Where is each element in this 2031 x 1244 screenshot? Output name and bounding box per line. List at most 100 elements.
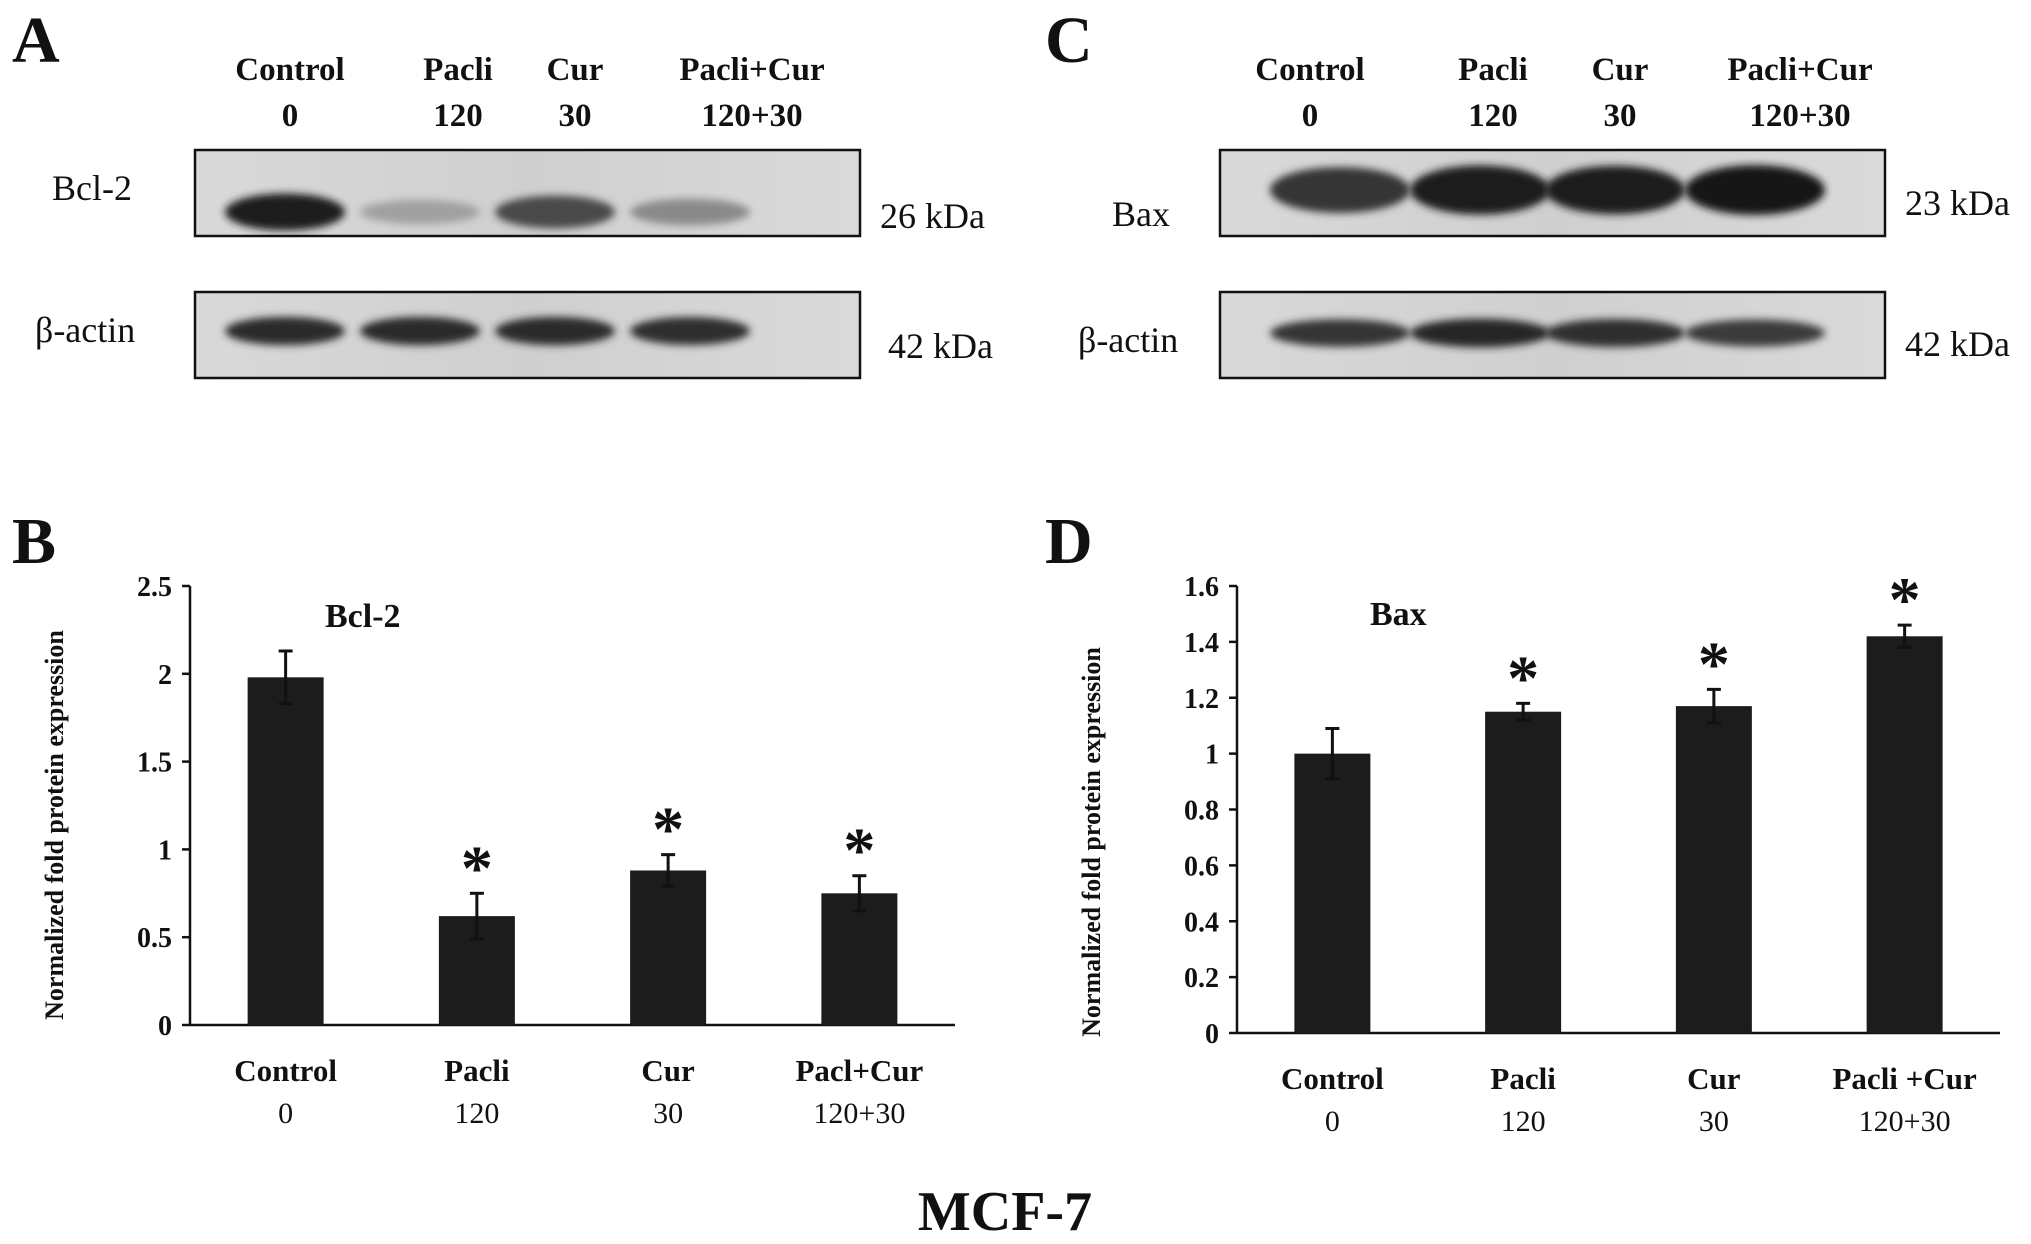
- band-lane-2: [495, 316, 615, 346]
- x-category-label: Control: [234, 1053, 337, 1088]
- band-lane-2: [1545, 165, 1685, 215]
- chart-title-bcl2: Bcl-2: [325, 598, 401, 635]
- blot-actin-c-bands: [1270, 318, 1825, 348]
- x-category-dose: 120: [454, 1097, 499, 1130]
- blot-label-actin-a: β-actin: [35, 310, 135, 350]
- significance-star: *: [461, 832, 493, 903]
- lane-label-1: Pacli: [1458, 52, 1528, 88]
- blot-label-bcl2: Bcl-2: [52, 168, 132, 208]
- x-category-dose: 30: [1699, 1105, 1729, 1138]
- kda-bcl2: 26 kDa: [880, 196, 985, 236]
- panel-letter-c: C: [1045, 4, 1093, 77]
- lane-label-2: Cur: [547, 52, 604, 88]
- y-axis-title-d: Normalized fold protein expression: [1077, 647, 1106, 1037]
- y-tick-label: 0.5: [137, 923, 172, 954]
- y-tick-label: 0.2: [1184, 963, 1219, 994]
- y-tick-label: 1.2: [1184, 684, 1219, 715]
- bar-chart-d: 0 0.2 0.4 0.6 0.8 1 1.2 1.4 1.6 Control 0 * Pacli 120…: [1184, 564, 2000, 1138]
- bar-cur: [630, 870, 707, 1025]
- band-lane-1: [1410, 318, 1550, 348]
- panel-letter-d: D: [1045, 505, 1093, 578]
- y-tick-label: 0.4: [1184, 907, 1219, 938]
- panel-a-western-blot: A Control 0 Pacli 120 Cur 30 Pacli+Cur 120+30 B…: [12, 4, 993, 380]
- lane-dose-2: 30: [1604, 98, 1637, 134]
- significance-star: *: [1507, 642, 1539, 713]
- y-tick-label: 0: [1205, 1019, 1219, 1050]
- band-lane-3: [630, 316, 750, 346]
- y-tick-label: 2: [158, 660, 172, 691]
- band-lane-1: [1410, 165, 1550, 215]
- lane-dose-1: 120: [433, 98, 483, 134]
- x-category-label: Pacli: [1490, 1061, 1556, 1096]
- lane-label-1: Pacli: [423, 52, 493, 88]
- band-lane-3: [1685, 319, 1825, 347]
- blot-label-actin-c: β-actin: [1078, 320, 1178, 360]
- band-lane-2: [1545, 318, 1685, 348]
- significance-star: *: [1889, 564, 1921, 635]
- lane-dose-1: 120: [1468, 98, 1518, 134]
- panel-b-bcl2-chart: B Bcl-2 Normalized fold protein expressi…: [12, 505, 955, 1130]
- blot-bcl2-bands: [225, 193, 750, 231]
- x-category-dose: 120+30: [813, 1097, 905, 1130]
- x-category-label: Pacli: [444, 1053, 510, 1088]
- lane-dose-2: 30: [559, 98, 592, 134]
- x-category-dose: 30: [653, 1097, 683, 1130]
- kda-actin-c: 42 kDa: [1905, 324, 2010, 364]
- y-tick-label: 0: [158, 1011, 172, 1042]
- panel-c-western-blot: C Control 0 Pacli 120 Cur 30 Pacli+Cur 120+30 B…: [1045, 4, 2010, 380]
- bar-chart-b: 0 0.5 1 1.5 2 2.5 Control 0 * Pacli 120 * Cur 30 * Pacl…: [137, 572, 955, 1130]
- panel-letter-a: A: [12, 4, 60, 77]
- lane-headers-a: Control 0 Pacli 120 Cur 30 Pacli+Cur 120+30: [235, 52, 824, 134]
- blot-bax-bands: [1270, 165, 1825, 215]
- figure-title: MCF-7: [918, 1181, 1092, 1243]
- chart-title-bax: Bax: [1370, 596, 1427, 633]
- lane-label-0: Control: [235, 52, 344, 88]
- x-category-label: Cur: [1687, 1061, 1741, 1096]
- y-tick-label: 1: [1205, 740, 1219, 771]
- y-tick-label: 0.6: [1184, 851, 1219, 882]
- significance-star: *: [843, 815, 875, 886]
- kda-actin-a: 42 kDa: [888, 326, 993, 366]
- bar-pacli-cur: [1866, 636, 1943, 1033]
- panel-letter-b: B: [12, 505, 56, 578]
- panel-d-bax-chart: D Bax Normalized fold protein expression…: [1045, 505, 2000, 1138]
- bar-control: [247, 677, 324, 1025]
- x-category-dose: 0: [1325, 1105, 1340, 1138]
- band-lane-0: [1270, 167, 1410, 213]
- bar-pacli: [1485, 711, 1562, 1033]
- band-lane-0: [225, 193, 345, 231]
- x-category-label: Pacl+Cur: [795, 1053, 923, 1088]
- lane-label-3: Pacli+Cur: [1727, 52, 1872, 88]
- bar-cur: [1675, 706, 1752, 1033]
- x-category-label: Cur: [641, 1053, 695, 1088]
- y-tick-label: 0.8: [1184, 796, 1219, 827]
- x-category-label: Control: [1281, 1061, 1384, 1096]
- lane-label-3: Pacli+Cur: [679, 52, 824, 88]
- blot-label-bax: Bax: [1112, 194, 1170, 234]
- lane-label-2: Cur: [1592, 52, 1649, 88]
- y-tick-label: 1.6: [1184, 572, 1219, 603]
- x-category-label: Pacli +Cur: [1833, 1061, 1977, 1096]
- lane-dose-0: 0: [1302, 98, 1319, 134]
- band-lane-3: [1685, 165, 1825, 215]
- significance-star: *: [652, 794, 684, 865]
- x-category-dose: 0: [278, 1097, 293, 1130]
- y-tick-label: 1.4: [1184, 628, 1219, 659]
- band-lane-3: [630, 198, 750, 226]
- lane-headers-c: Control 0 Pacli 120 Cur 30 Pacli+Cur 120+30: [1255, 52, 1872, 134]
- band-lane-0: [225, 316, 345, 346]
- lane-dose-3: 120+30: [1749, 98, 1850, 134]
- blot-actin-a-bands: [225, 316, 750, 346]
- y-tick-label: 1.5: [137, 748, 172, 779]
- x-category-dose: 120: [1501, 1105, 1546, 1138]
- y-axis-title-b: Normalized fold protein expression: [40, 630, 69, 1020]
- kda-bax: 23 kDa: [1905, 183, 2010, 223]
- band-lane-2: [495, 195, 615, 229]
- lane-dose-0: 0: [282, 98, 299, 134]
- band-lane-1: [360, 199, 480, 225]
- y-tick-label: 1: [158, 835, 172, 866]
- band-lane-0: [1270, 319, 1410, 347]
- bar-pacl-cur: [821, 893, 898, 1025]
- lane-label-0: Control: [1255, 52, 1364, 88]
